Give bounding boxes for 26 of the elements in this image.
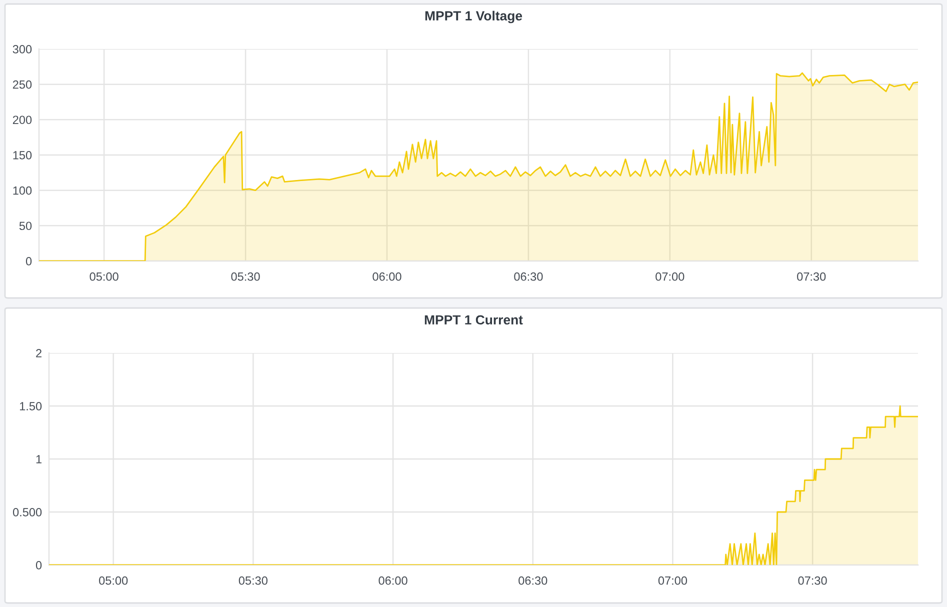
y-tick-label: 0 bbox=[26, 257, 32, 266]
x-tick-label: 07:30 bbox=[797, 272, 826, 281]
y-tick-label: 0.500 bbox=[12, 508, 42, 516]
x-tick-label: 07:00 bbox=[658, 576, 688, 585]
x-tick-label: 06:30 bbox=[518, 576, 548, 585]
y-tick-label: 200 bbox=[12, 116, 32, 124]
y-tick-label: 300 bbox=[12, 45, 32, 54]
x-tick-label: 05:30 bbox=[238, 576, 268, 585]
y-tick-label: 1 bbox=[36, 455, 42, 464]
x-tick-label: 07:00 bbox=[656, 272, 684, 281]
chart-title: MPPT 1 Voltage bbox=[425, 10, 522, 24]
y-tick-label: 150 bbox=[13, 151, 32, 160]
x-tick-label: 07:30 bbox=[798, 576, 827, 585]
y-tick-label: 0 bbox=[36, 561, 42, 570]
y-tick-label: 1.50 bbox=[20, 402, 42, 410]
x-tick-label: 05:30 bbox=[231, 272, 260, 281]
y-tick-label: 100 bbox=[13, 186, 32, 195]
chart-title: MPPT 1 Current bbox=[424, 315, 523, 325]
y-tick-label: 250 bbox=[12, 80, 32, 89]
x-tick-label: 06:00 bbox=[372, 272, 402, 281]
x-tick-label: 06:30 bbox=[514, 272, 543, 281]
y-tick-label: 50 bbox=[19, 222, 32, 230]
x-tick-label: 05:00 bbox=[90, 272, 118, 281]
x-tick-label: 05:00 bbox=[99, 576, 128, 585]
y-tick-label: 2 bbox=[36, 349, 42, 358]
x-tick-label: 06:00 bbox=[378, 576, 408, 585]
